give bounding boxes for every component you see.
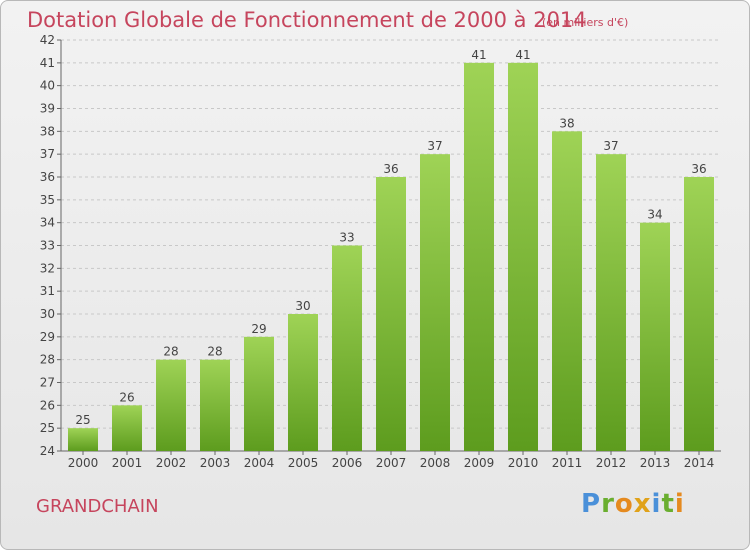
x-tick-label-2007: 2007 xyxy=(376,456,407,470)
y-tick-label: 27 xyxy=(40,376,55,390)
chart-subtitle: (en milliers d'€) xyxy=(542,16,629,29)
y-tick-label: 30 xyxy=(40,307,55,321)
y-tick-label: 40 xyxy=(40,79,55,93)
x-tick-label-2003: 2003 xyxy=(200,456,231,470)
bar-2013 xyxy=(640,222,670,451)
x-tick-label-2005: 2005 xyxy=(288,456,319,470)
bar-2011 xyxy=(552,131,582,452)
y-tick-label: 24 xyxy=(40,444,55,458)
y-tick-label: 28 xyxy=(40,353,55,367)
y-tick-label: 42 xyxy=(40,33,55,47)
y-tick-label: 36 xyxy=(40,170,55,184)
bar-2014 xyxy=(684,177,714,451)
value-label-2014: 36 xyxy=(691,162,706,176)
value-label-2013: 34 xyxy=(647,208,662,222)
bar-2008 xyxy=(420,154,450,451)
x-tick-label-2006: 2006 xyxy=(332,456,363,470)
bar-2006 xyxy=(332,245,362,451)
bar-2005 xyxy=(288,314,318,451)
chart-title: Dotation Globale de Fonctionnement de 20… xyxy=(27,8,587,32)
value-label-2005: 30 xyxy=(295,299,310,313)
y-tick-label: 35 xyxy=(40,193,55,207)
bar-2003 xyxy=(200,359,230,451)
y-tick-label: 39 xyxy=(40,102,55,116)
bar-2004 xyxy=(244,336,274,451)
value-label-2000: 25 xyxy=(75,413,90,427)
x-tick-label-2012: 2012 xyxy=(596,456,627,470)
bar-2000 xyxy=(68,428,98,451)
value-label-2012: 37 xyxy=(603,139,618,153)
x-tick-label-2013: 2013 xyxy=(640,456,671,470)
commune-name: GRANDCHAIN xyxy=(36,496,159,517)
x-tick-label-2009: 2009 xyxy=(464,456,495,470)
bar-2010 xyxy=(508,62,538,451)
value-label-2008: 37 xyxy=(427,139,442,153)
value-label-2010: 41 xyxy=(515,48,530,62)
x-tick-label-2001: 2001 xyxy=(112,456,143,470)
value-label-2007: 36 xyxy=(383,162,398,176)
y-tick-label: 29 xyxy=(40,330,55,344)
x-tick-label-2008: 2008 xyxy=(420,456,451,470)
value-label-2004: 29 xyxy=(251,322,266,336)
bar-2007 xyxy=(376,177,406,451)
x-tick-label-2014: 2014 xyxy=(684,456,715,470)
x-tick-label-2010: 2010 xyxy=(508,456,539,470)
y-tick-label: 25 xyxy=(40,421,55,435)
value-label-2001: 26 xyxy=(119,390,134,404)
y-tick-label: 31 xyxy=(40,284,55,298)
x-tick-label-2002: 2002 xyxy=(156,456,187,470)
y-tick-label: 37 xyxy=(40,147,55,161)
y-tick-label: 34 xyxy=(40,216,55,230)
bar-2002 xyxy=(156,359,186,451)
bar-2012 xyxy=(596,154,626,451)
proxiti-logo: Proxiti xyxy=(581,489,685,519)
value-label-2002: 28 xyxy=(163,345,178,359)
y-tick-label: 41 xyxy=(40,56,55,70)
bar-2001 xyxy=(112,405,142,451)
x-tick-label-2004: 2004 xyxy=(244,456,275,470)
value-label-2003: 28 xyxy=(207,345,222,359)
x-tick-label-2000: 2000 xyxy=(68,456,99,470)
x-tick-label-2011: 2011 xyxy=(552,456,583,470)
y-tick-label: 38 xyxy=(40,124,55,138)
value-label-2009: 41 xyxy=(471,48,486,62)
y-tick-label: 33 xyxy=(40,239,55,253)
value-label-2011: 38 xyxy=(559,116,574,130)
y-tick-label: 26 xyxy=(40,398,55,412)
y-tick-label: 32 xyxy=(40,261,55,275)
value-label-2006: 33 xyxy=(339,231,354,245)
bar-2009 xyxy=(464,62,494,451)
